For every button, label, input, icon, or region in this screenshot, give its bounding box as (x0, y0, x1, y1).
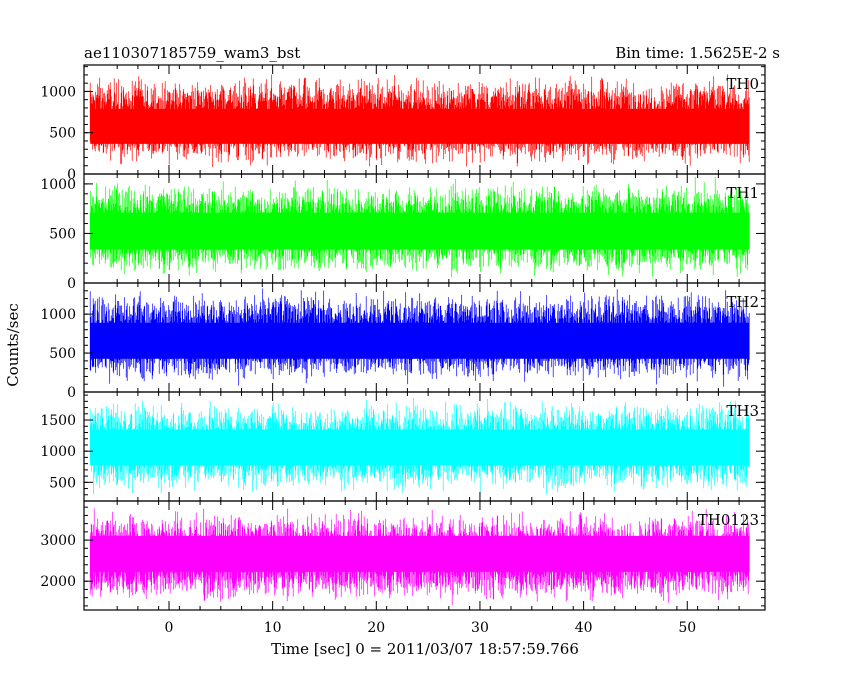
y-tick-label-th1: 0 (67, 276, 76, 292)
y-tick-label-th3: 500 (49, 475, 76, 491)
y-tick-label-th0: 500 (49, 126, 76, 142)
y-tick-label-th1: 1000 (40, 177, 76, 193)
y-tick-label-th2: 500 (49, 346, 76, 362)
y-tick-label-th0123: 3000 (40, 533, 76, 549)
y-tick-label-th1: 500 (49, 226, 76, 242)
series-th0-core (90, 108, 750, 144)
y-tick-label-th2: 0 (67, 385, 76, 401)
x-tick-label: 20 (367, 620, 385, 636)
x-axis-label: Time [sec] 0 = 2011/03/07 18:57:59.766 (271, 640, 579, 658)
chart-title-left: ae110307185759_wam3_bst (84, 44, 300, 62)
y-tick-label-th2: 1000 (40, 307, 76, 323)
y-tick-label-th3: 1500 (40, 413, 76, 429)
y-tick-label-th3: 1000 (40, 444, 76, 460)
x-tick-label: 0 (165, 620, 174, 636)
series-th0123-core (90, 535, 750, 572)
y-tick-label-th0: 1000 (40, 84, 76, 100)
panel-label-th1: TH1 (726, 184, 759, 202)
y-tick-label-th0: 0 (67, 167, 76, 183)
panel-label-th3: TH3 (726, 402, 759, 420)
x-tick-label: 30 (471, 620, 489, 636)
panel-label-th2: TH2 (726, 293, 759, 311)
x-tick-label: 10 (264, 620, 282, 636)
y-tick-label-th0123: 2000 (40, 574, 76, 590)
x-tick-label: 50 (678, 620, 696, 636)
y-axis-label: Counts/sec (4, 303, 22, 387)
series-th2-core (90, 322, 750, 359)
panel-label-th0123: TH0123 (698, 511, 759, 529)
series-th3-core (90, 429, 750, 466)
panel-label-th0: TH0 (726, 75, 759, 93)
x-tick-label: 40 (575, 620, 593, 636)
chart-title-right: Bin time: 1.5625E-2 s (615, 44, 780, 62)
panel-frame-th0123 (83, 500, 766, 611)
series-th1-core (90, 212, 750, 250)
